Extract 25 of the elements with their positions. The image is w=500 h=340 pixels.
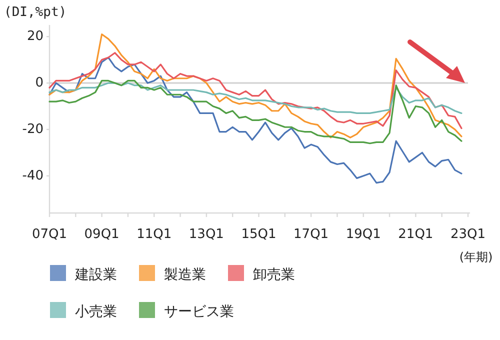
x-tick-label: 23Q1	[450, 227, 486, 242]
legend-label: 卸売業	[253, 267, 295, 283]
line-series	[48, 82, 462, 114]
y-tick-label: 0	[35, 76, 44, 91]
x-tick-label: 15Q1	[241, 227, 276, 242]
y-tick-label: -20	[22, 122, 44, 137]
x-tick-label: 19Q1	[346, 227, 381, 242]
x-tick-label: 17Q1	[294, 227, 329, 242]
legend-label: 建設業	[74, 267, 117, 283]
line-series	[48, 52, 462, 130]
x-tick-label: 21Q1	[398, 227, 434, 242]
x-tick-label: 11Q1	[136, 227, 172, 242]
y-axis-title: (DI,%pt)	[4, 5, 67, 20]
x-tick-label: 07Q1	[32, 227, 68, 242]
legend-label: 小売業	[75, 304, 117, 320]
line-series	[48, 56, 462, 184]
x-tick-label: 13Q1	[188, 227, 224, 242]
y-tick-label: -40	[22, 168, 44, 184]
y-tick-label: 20	[26, 29, 44, 44]
line-series	[48, 33, 462, 138]
x-axis-title: (年期)	[459, 250, 493, 264]
line-series	[48, 80, 462, 144]
legend-label: 製造業	[164, 267, 206, 283]
x-tick-label: 09Q1	[84, 227, 120, 242]
legend-label: サービス業	[164, 304, 234, 320]
